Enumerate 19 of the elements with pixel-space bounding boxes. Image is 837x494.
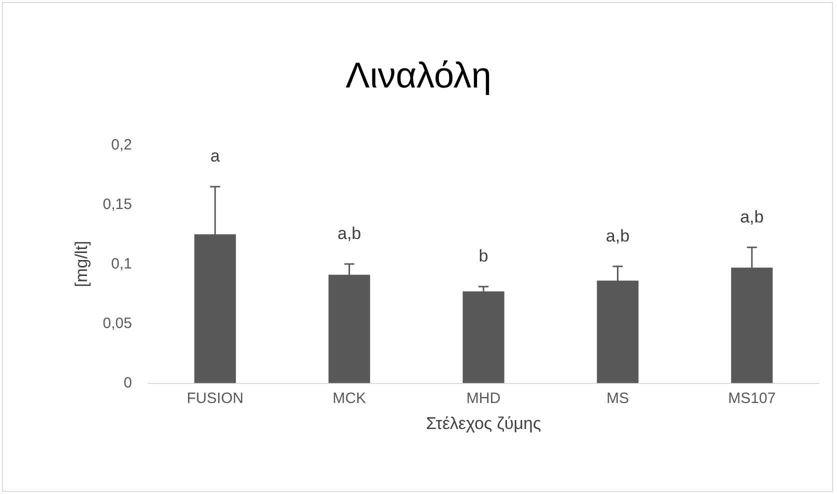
y-tick-label: 0 — [124, 374, 132, 392]
annotation: a,b — [337, 224, 362, 243]
y-tick-label: 0,1 — [111, 256, 132, 272]
y-tick-label: 0,05 — [102, 315, 132, 332]
annotation: a — [210, 146, 220, 166]
x-axis-title: Στέλεχος ζύμης — [426, 414, 542, 433]
annotation: b — [478, 246, 488, 266]
x-tick-label: MHD — [466, 390, 501, 407]
annotation: a,b — [740, 207, 764, 226]
x-tick-label: MCK — [332, 390, 366, 407]
y-tick-label: 0,15 — [102, 196, 132, 213]
x-tick-label: FUSION — [186, 390, 244, 407]
bar — [462, 291, 504, 383]
y-tick-label: 0,2 — [111, 136, 132, 154]
chart-title: Λιναλόλη — [346, 54, 492, 96]
y-axis-title: [mg/lt] — [72, 240, 91, 288]
x-tick-label: MS107 — [728, 390, 776, 407]
annotation: a,b — [606, 226, 630, 246]
x-tick-label: MS — [606, 390, 629, 407]
